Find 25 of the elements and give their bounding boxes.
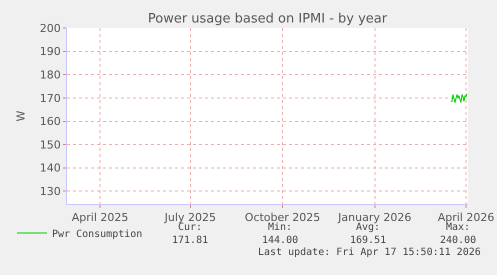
- line-series: [450, 93, 468, 104]
- y-axis-title: W: [14, 110, 28, 122]
- y-tick-label: 170: [40, 92, 61, 105]
- y-tick-label: 180: [40, 68, 61, 82]
- text: 240.00: [440, 235, 476, 246]
- text: Last update: Fri Apr 17 15:50:11 2026: [258, 247, 481, 258]
- y-tick-label: 130: [40, 185, 61, 198]
- x-tick-label: July 2025: [164, 211, 216, 224]
- x-tick-label: April 2026: [438, 211, 494, 224]
- chart-title: Power usage based on IPMI - by year: [148, 12, 388, 27]
- text: Avg:: [356, 222, 380, 233]
- x-tick-label: April 2025: [72, 211, 128, 224]
- text: Cur:: [178, 222, 202, 233]
- y-tick-label: 140: [40, 162, 61, 175]
- text: Min:: [268, 222, 292, 233]
- text: 169.51: [350, 235, 386, 246]
- text: Max:: [446, 222, 470, 233]
- y-tick-label: 200: [40, 22, 61, 35]
- y-tick-label: 190: [40, 45, 61, 58]
- text: 144.00: [262, 235, 298, 246]
- legend-label: Pwr Consumption: [52, 228, 142, 240]
- y-tick-label: 160: [40, 115, 61, 128]
- y-tick-label: 150: [40, 138, 61, 152]
- text: 171.81: [172, 235, 208, 246]
- x-tick-label: January 2026: [337, 211, 412, 224]
